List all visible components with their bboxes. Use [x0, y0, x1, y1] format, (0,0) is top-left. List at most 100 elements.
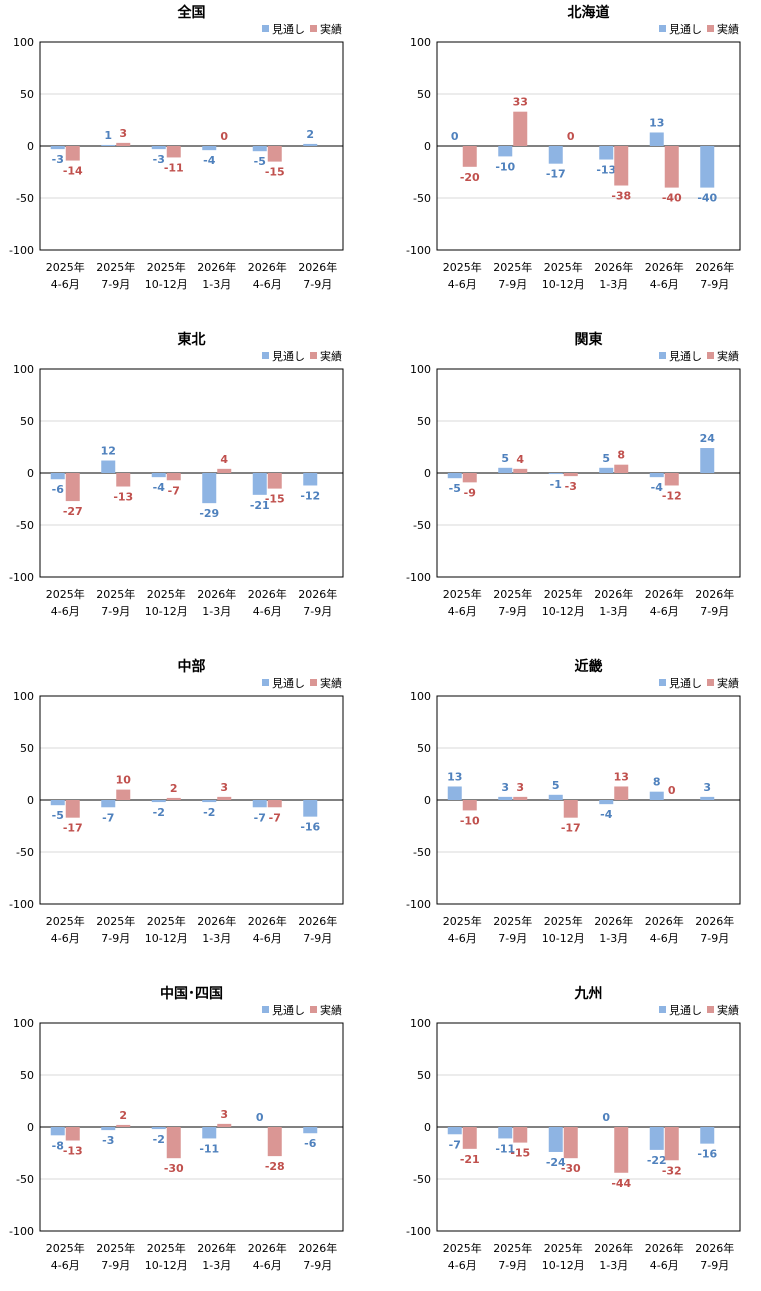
x-category-label: 2026年 — [248, 1241, 287, 1255]
plot-frame — [436, 41, 741, 251]
bar-actual — [166, 1127, 181, 1159]
bar-forecast — [101, 1127, 116, 1131]
bar-forecast — [252, 800, 267, 808]
data-label-forecast: 0 — [256, 1111, 264, 1124]
data-label-forecast: -40 — [697, 192, 717, 205]
legend-label-forecast: 見通し — [272, 23, 305, 36]
data-label-forecast: -10 — [495, 160, 515, 173]
data-label-forecast: 13 — [447, 770, 462, 783]
x-category-label: 2025年 — [147, 587, 186, 601]
x-category-label: 4-6月 — [51, 1259, 80, 1272]
x-category-label: 10-12月 — [145, 932, 188, 945]
bar-actual — [513, 1127, 528, 1143]
x-category-label: 2026年 — [645, 587, 684, 601]
bar-forecast — [498, 146, 513, 157]
bar-forecast — [700, 1127, 715, 1144]
data-label-actual: -32 — [662, 1164, 682, 1177]
x-category-label: 7-9月 — [700, 605, 729, 618]
x-category-label: 2025年 — [46, 260, 85, 274]
y-tick-label: 0 — [27, 794, 34, 807]
bar-forecast — [151, 146, 166, 150]
legend-swatch-forecast — [659, 1006, 666, 1013]
legend-swatch-actual — [707, 679, 714, 686]
bar-forecast — [151, 473, 166, 478]
x-category-label: 4-6月 — [253, 278, 282, 291]
y-tick-label: 50 — [20, 415, 34, 428]
bar-actual — [664, 473, 679, 486]
x-category-label: 2025年 — [493, 1241, 532, 1255]
bar-actual — [65, 800, 80, 818]
data-label-forecast: -2 — [203, 806, 215, 819]
bar-actual — [267, 1127, 282, 1157]
x-category-label: 4-6月 — [448, 932, 477, 945]
bar-actual — [166, 473, 181, 481]
data-label-forecast: 5 — [552, 779, 560, 792]
bar-forecast — [548, 146, 563, 164]
data-label-forecast: 1 — [104, 129, 112, 142]
data-label-forecast: -4 — [153, 481, 166, 494]
bar-actual — [116, 142, 131, 146]
x-category-label: 2025年 — [147, 1241, 186, 1255]
bar-actual — [217, 1123, 232, 1127]
x-category-label: 2025年 — [493, 587, 532, 601]
x-category-label: 2025年 — [443, 260, 482, 274]
legend-swatch-forecast — [262, 679, 269, 686]
legend-swatch-forecast — [262, 25, 269, 32]
data-label-actual: -9 — [464, 486, 476, 499]
x-category-label: 2025年 — [46, 914, 85, 928]
x-category-label: 2026年 — [248, 587, 287, 601]
legend-label-actual: 実績 — [320, 1003, 342, 1017]
y-tick-label: -100 — [9, 898, 34, 911]
y-tick-label: 100 — [13, 690, 34, 703]
x-category-label: 7-9月 — [101, 1259, 130, 1272]
data-label-actual: 3 — [516, 781, 524, 794]
bar-forecast — [548, 1127, 563, 1152]
x-category-label: 4-6月 — [253, 605, 282, 618]
legend-label-actual: 実績 — [717, 1003, 739, 1017]
x-category-label: 2025年 — [443, 1241, 482, 1255]
x-category-label: 2026年 — [594, 1241, 633, 1255]
legend-label-forecast: 見通し — [272, 1004, 305, 1017]
data-label-forecast: -11 — [199, 1142, 219, 1155]
x-category-label: 2026年 — [298, 587, 337, 601]
bar-forecast — [202, 146, 217, 151]
y-tick-label: 0 — [424, 794, 431, 807]
bar-actual — [513, 111, 528, 146]
bar-actual — [664, 1127, 679, 1161]
x-category-label: 2026年 — [695, 914, 734, 928]
data-label-forecast: 13 — [649, 116, 664, 129]
data-label-actual: -17 — [63, 822, 83, 835]
plot-frame — [39, 368, 344, 578]
bar-forecast — [303, 800, 318, 817]
bar-forecast — [548, 473, 563, 475]
bar-actual — [614, 1127, 629, 1173]
data-label-actual: -27 — [63, 505, 83, 518]
bar-forecast — [599, 146, 614, 160]
data-label-actual: -10 — [460, 814, 480, 827]
chart-panel: 北海道 見通し 実績 100 50 0 -50 -100 2025年 4-6月 0 -20 2025年 7… — [397, 0, 761, 300]
bar-actual — [116, 1124, 131, 1127]
data-label-actual: -11 — [164, 161, 184, 174]
x-category-label: 2026年 — [248, 260, 287, 274]
y-tick-label: 0 — [27, 140, 34, 153]
y-tick-label: -100 — [9, 244, 34, 257]
data-label-actual: 0 — [668, 784, 676, 797]
x-category-label: 2026年 — [645, 1241, 684, 1255]
bar-actual — [614, 786, 629, 800]
y-tick-label: 50 — [417, 742, 431, 755]
data-label-actual: 0 — [220, 130, 228, 143]
bar-actual — [563, 1127, 578, 1159]
chart-title: 近畿 — [575, 658, 603, 675]
bar-actual — [513, 468, 528, 473]
y-tick-label: -100 — [406, 244, 431, 257]
data-label-forecast: 24 — [700, 432, 716, 445]
legend-swatch-forecast — [262, 352, 269, 359]
x-category-label: 10-12月 — [145, 278, 188, 291]
bar-actual — [614, 146, 629, 186]
x-category-label: 4-6月 — [253, 932, 282, 945]
legend-label-actual: 実績 — [320, 349, 342, 363]
legend-label-actual: 実績 — [717, 22, 739, 36]
y-tick-label: 50 — [20, 1069, 34, 1082]
